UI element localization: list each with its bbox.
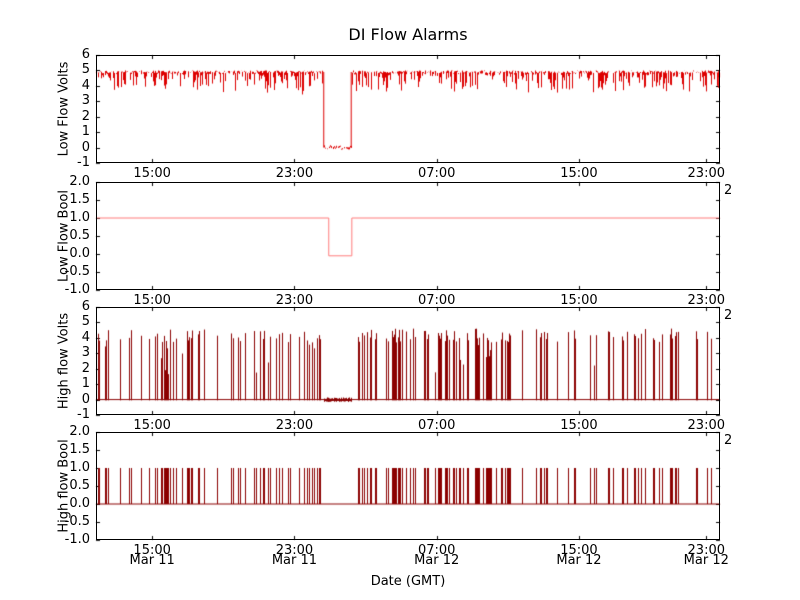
- ytick-label: -1: [77, 155, 90, 170]
- ytick-label: 6: [81, 299, 90, 314]
- ytick-label: 1.5: [69, 442, 90, 457]
- ytick-label: 0: [81, 391, 90, 407]
- x-axis-label: Date (GMT): [370, 574, 446, 589]
- xtick-label: 15:00: [133, 293, 171, 308]
- ytick-label: 2.0: [69, 174, 90, 189]
- ytick-label: 0.0: [69, 246, 90, 261]
- ytick-label: 4: [81, 329, 90, 345]
- ytick-label: 4: [81, 77, 90, 93]
- xtick-label: 23:00: [687, 418, 725, 433]
- ytick-label: 0.5: [69, 228, 90, 243]
- ytick-label: -1: [77, 407, 90, 422]
- xtick-label: 07:00: [417, 543, 456, 558]
- right-axis-tick: 2: [724, 433, 733, 448]
- xtick-label: 15:00: [560, 293, 598, 308]
- xtick-label: 23:00: [275, 293, 314, 308]
- xtick-label: 07:00: [417, 418, 456, 433]
- xtick-label: 23:00: [687, 543, 725, 558]
- right-axis-tick: 2: [724, 308, 733, 323]
- xtick-label: 15:00: [560, 543, 598, 558]
- ytick-label: 0.5: [69, 478, 90, 493]
- xtick-label: 23:00: [275, 418, 314, 433]
- xtick-label: 23:00: [687, 293, 725, 308]
- subplot-low-flow-bool-axes: [96, 182, 720, 290]
- ytick-label: 1.0: [69, 460, 90, 475]
- ytick-label: 0.0: [69, 496, 90, 511]
- date-label: Mar 12: [414, 553, 460, 568]
- ytick-label: -1.0: [64, 532, 90, 547]
- subplot-low-flow-volts-axes: [96, 55, 720, 163]
- ytick-label: 2.0: [69, 424, 90, 439]
- ytick-label: 2: [81, 360, 90, 376]
- ytick-label: 2: [81, 108, 90, 124]
- ytick-label: 5: [81, 314, 90, 330]
- xtick-label: 07:00: [417, 166, 456, 181]
- date-label: Mar 11: [271, 553, 318, 568]
- xtick-label: 23:00: [275, 543, 314, 558]
- xtick-label: 07:00: [417, 293, 456, 308]
- date-label: Mar 11: [129, 553, 175, 568]
- ytick-label: 1: [81, 376, 90, 392]
- xtick-label: 15:00: [133, 166, 171, 181]
- xtick-label: 23:00: [687, 166, 725, 181]
- xtick-label: 15:00: [133, 418, 171, 433]
- subplot-high-flow-volts-axes: [96, 307, 720, 415]
- ytick-label: 1.0: [69, 210, 90, 225]
- date-label: Mar 12: [683, 553, 729, 568]
- date-label: Mar 12: [556, 553, 602, 568]
- xtick-label: 15:00: [560, 418, 598, 433]
- ytick-label: 3: [81, 345, 90, 361]
- xtick-label: 23:00: [275, 166, 314, 181]
- ytick-label: 3: [81, 93, 90, 109]
- right-axis-tick: 2: [724, 183, 733, 198]
- xtick-label: 15:00: [133, 543, 171, 558]
- ytick-label: -1.0: [64, 282, 90, 297]
- ytick-label: -0.5: [64, 514, 90, 529]
- ytick-label: 0: [81, 139, 90, 155]
- xtick-label: 15:00: [560, 166, 598, 181]
- ytick-label: 1: [81, 124, 90, 140]
- ytick-label: 1.5: [69, 192, 90, 207]
- chart-title: DI Flow Alarms: [348, 25, 468, 44]
- ytick-label: -0.5: [64, 264, 90, 279]
- ytick-label: 5: [81, 62, 90, 78]
- subplot-high-flow-bool-axes: [96, 432, 720, 540]
- ytick-label: 6: [81, 47, 90, 62]
